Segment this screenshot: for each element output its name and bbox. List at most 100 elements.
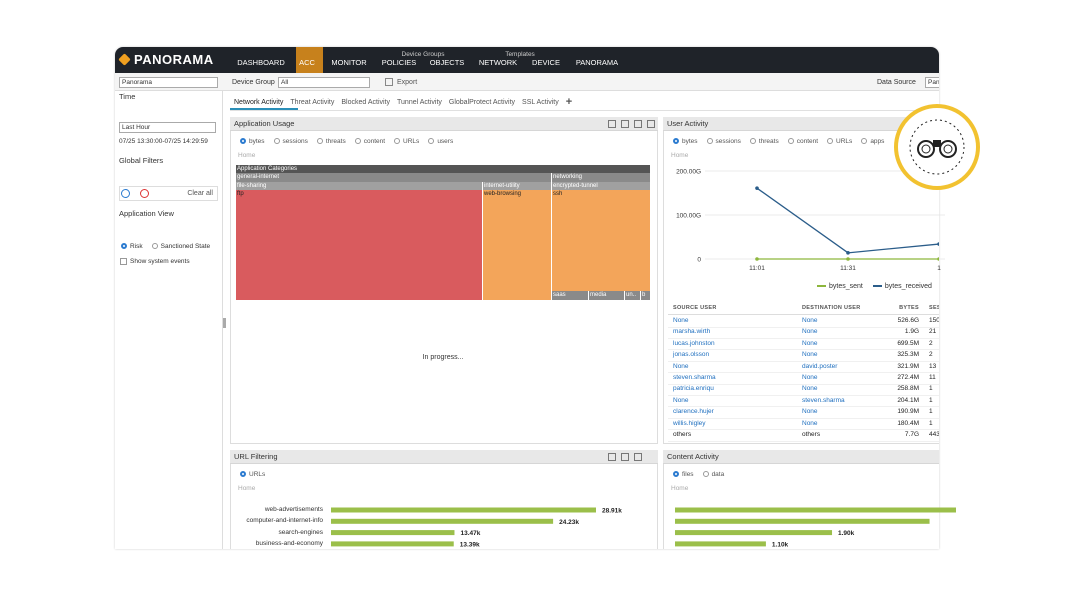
- export-button[interactable]: Export: [397, 79, 418, 86]
- panel-icon[interactable]: [608, 453, 616, 461]
- remove-filter[interactable]: [140, 189, 149, 198]
- add-filter[interactable]: [121, 189, 130, 198]
- nav-item[interactable]: NETWORK: [478, 58, 518, 67]
- nav-item[interactable]: MONITOR: [331, 58, 367, 67]
- filter-radios: files data: [673, 468, 724, 480]
- radio-button[interactable]: [121, 243, 127, 249]
- checkbox[interactable]: [120, 257, 127, 265]
- context-select[interactable]: Panorama: [119, 77, 218, 88]
- table-cell[interactable]: clarence.hujer: [673, 408, 714, 416]
- bar-label: search-engines: [278, 528, 323, 536]
- radio-button[interactable]: [749, 138, 756, 144]
- table-cell[interactable]: None: [802, 408, 818, 416]
- radio-button[interactable]: [861, 138, 868, 144]
- filter-option: files: [673, 471, 694, 478]
- filter-option: bytes: [673, 138, 698, 145]
- radio-button[interactable]: [151, 243, 158, 249]
- table-cell: 150: [929, 317, 939, 324]
- panel-header: [663, 117, 939, 131]
- radio-button[interactable]: [702, 471, 709, 477]
- panel-icon[interactable]: [608, 120, 616, 128]
- filter-option: data: [702, 471, 724, 478]
- radio-button[interactable]: [827, 138, 834, 144]
- table-cell[interactable]: steven.sharma: [802, 396, 845, 404]
- radio-button[interactable]: [673, 138, 679, 144]
- table-cell[interactable]: jonas.olsson: [673, 351, 710, 359]
- add-tab[interactable]: +: [565, 96, 573, 108]
- table-cell: 21: [929, 328, 937, 336]
- table-cell: 180.4M: [897, 419, 919, 427]
- tab[interactable]: SSL Activity: [522, 98, 559, 106]
- radio-button[interactable]: [706, 138, 713, 144]
- radio-button[interactable]: [354, 138, 361, 144]
- tab[interactable]: Network Activity: [234, 98, 284, 106]
- tab[interactable]: Threat Activity: [290, 98, 335, 106]
- lens-inner: [943, 144, 953, 154]
- table-cell[interactable]: None: [673, 362, 689, 370]
- table-cell[interactable]: marsha.wirth: [673, 328, 711, 336]
- data-source-select[interactable]: Pano: [925, 77, 939, 88]
- table-cell[interactable]: None: [802, 419, 818, 427]
- table-cell: 325.3M: [897, 351, 919, 359]
- acc-highlight: [296, 47, 323, 73]
- panel-icon[interactable]: [621, 453, 629, 461]
- table-cell[interactable]: None: [802, 374, 818, 381]
- nav-item[interactable]: ACC: [299, 58, 315, 67]
- nav-item[interactable]: POLICIES: [381, 58, 417, 67]
- table-cell[interactable]: None: [673, 396, 689, 404]
- lens: [939, 140, 957, 158]
- radio-button[interactable]: [240, 471, 246, 477]
- logo: PANORAMA: [134, 52, 214, 67]
- filter-label: URLs: [836, 137, 853, 145]
- clear-all[interactable]: Clear all: [187, 190, 213, 197]
- radio-button[interactable]: [428, 138, 435, 144]
- time-range-select[interactable]: Last Hour: [119, 122, 216, 133]
- table-cell[interactable]: david.poster: [802, 362, 838, 370]
- status: In progress...: [422, 354, 464, 361]
- table-cell[interactable]: patricia.enriqu: [673, 385, 714, 393]
- panel-title: Content Activity: [667, 452, 719, 461]
- table-cell[interactable]: None: [802, 328, 818, 336]
- panel-icon[interactable]: [621, 120, 629, 128]
- table-cell[interactable]: None: [802, 317, 818, 324]
- panel-icon[interactable]: [634, 453, 642, 461]
- panel-icon[interactable]: [647, 120, 655, 128]
- table-cell[interactable]: None: [802, 339, 818, 347]
- tabs: Network Activity Threat Activity Blocked A…: [234, 96, 572, 108]
- filter-label: sessions: [282, 137, 308, 145]
- radio-button[interactable]: [273, 138, 280, 144]
- device-group-select[interactable]: All: [278, 77, 370, 88]
- panel-icon[interactable]: [634, 120, 642, 128]
- panel-title: Application Usage: [234, 119, 295, 128]
- breadcrumb: Home: [238, 485, 256, 492]
- bar-label: computer-and-internet-info: [246, 517, 323, 525]
- checkbox-label: Show system events: [130, 257, 190, 265]
- filter-label: apps: [870, 137, 885, 145]
- table-cell[interactable]: None: [673, 317, 689, 324]
- filter-option: users: [428, 138, 453, 145]
- filter-option: sessions: [706, 138, 741, 145]
- column-header: DESTINATION USER: [802, 305, 861, 311]
- radio-button[interactable]: [316, 138, 323, 144]
- table-cell[interactable]: willis.higley: [673, 419, 706, 427]
- nav-item[interactable]: DEVICE: [532, 58, 560, 67]
- row-rule: [668, 383, 939, 385]
- tab[interactable]: Blocked Activity: [341, 98, 391, 106]
- radio-button[interactable]: [673, 471, 679, 477]
- treemap-app: ftp: [236, 190, 483, 300]
- table-cell[interactable]: lucas.johnston: [673, 339, 715, 347]
- table-cell[interactable]: None: [802, 385, 818, 393]
- breadcrumb: Home: [671, 485, 689, 492]
- nav-item[interactable]: OBJECTS: [429, 58, 465, 67]
- radio-button[interactable]: [787, 138, 794, 144]
- nav-item[interactable]: DASHBOARD: [237, 58, 285, 67]
- tab-underline: [230, 108, 298, 110]
- nav-item[interactable]: PANORAMA: [575, 58, 619, 67]
- radio-button[interactable]: [394, 138, 401, 144]
- radio-button[interactable]: [240, 138, 246, 144]
- table-cell: 1.9G: [904, 328, 919, 336]
- table-cell[interactable]: steven.sharma: [673, 374, 716, 381]
- tab[interactable]: Tunnel Activity: [397, 98, 442, 106]
- tab[interactable]: GlobalProtect Activity: [448, 98, 516, 106]
- table-cell[interactable]: None: [802, 351, 818, 359]
